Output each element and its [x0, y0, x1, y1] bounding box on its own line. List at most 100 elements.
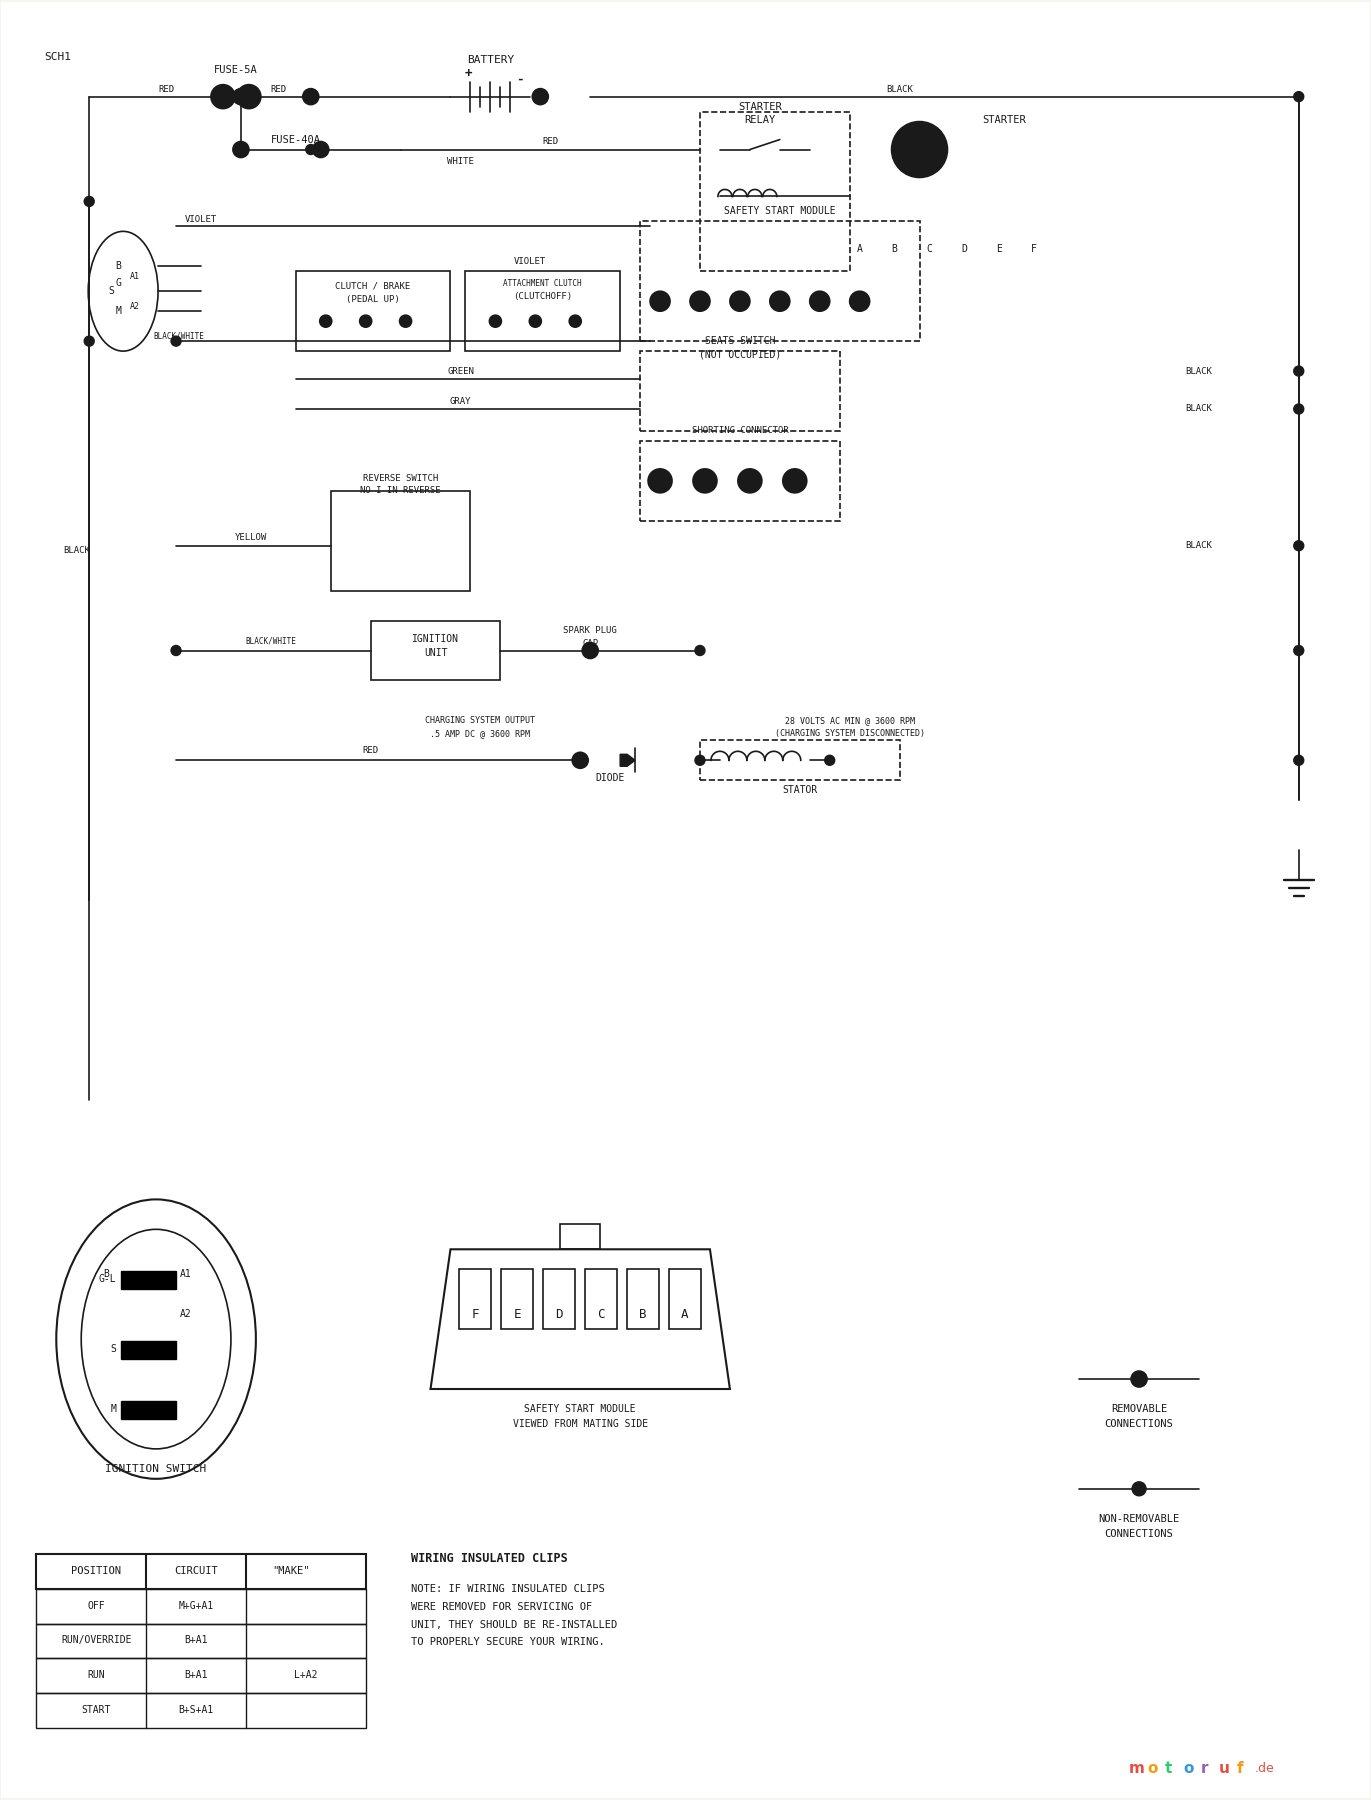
Text: SCH1: SCH1 [44, 52, 71, 61]
Text: GAP: GAP [583, 639, 598, 648]
Bar [36, 1553, 366, 1589]
Circle shape [489, 315, 502, 328]
Text: RED: RED [362, 745, 378, 754]
Text: A: A [681, 1307, 688, 1321]
Text: VIOLET: VIOLET [185, 214, 217, 223]
Text: POSITION: POSITION [71, 1566, 121, 1575]
Text: M+G+A1: M+G+A1 [178, 1600, 214, 1611]
Text: B: B [639, 1307, 647, 1321]
Circle shape [1294, 540, 1304, 551]
Text: REVERSE SWITCH: REVERSE SWITCH [363, 475, 439, 484]
Text: F: F [1031, 245, 1038, 254]
Text: S: S [108, 286, 114, 297]
Text: BLACK/WHITE: BLACK/WHITE [245, 635, 296, 644]
Text: CHARGING SYSTEM OUTPUT: CHARGING SYSTEM OUTPUT [425, 716, 536, 725]
Text: C: C [927, 245, 932, 254]
Bar [502, 1269, 533, 1328]
Text: f: f [1237, 1760, 1243, 1777]
Circle shape [771, 292, 790, 311]
Text: +: + [465, 67, 472, 81]
Circle shape [532, 88, 548, 104]
Bar [36, 1658, 366, 1694]
Circle shape [1131, 1372, 1148, 1388]
Text: A1: A1 [180, 1269, 192, 1280]
Text: IGNITION: IGNITION [413, 634, 459, 644]
Text: RUN/OVERRIDE: RUN/OVERRIDE [60, 1636, 132, 1645]
Bar [36, 1589, 366, 1624]
Text: FUSE-5A: FUSE-5A [214, 65, 258, 74]
Text: IGNITION SWITCH: IGNITION SWITCH [106, 1463, 207, 1474]
Text: GREEN: GREEN [447, 367, 474, 376]
Text: UNIT, THEY SHOULD BE RE-INSTALLED: UNIT, THEY SHOULD BE RE-INSTALLED [410, 1620, 617, 1629]
Circle shape [84, 196, 95, 207]
Text: RELAY: RELAY [744, 115, 776, 124]
Text: E: E [817, 297, 823, 306]
Text: D: D [961, 245, 968, 254]
Bar [627, 1269, 659, 1328]
Text: SEATS SWITCH: SEATS SWITCH [705, 337, 775, 346]
Bar [465, 272, 620, 351]
Text: TO PROPERLY SECURE YOUR WIRING.: TO PROPERLY SECURE YOUR WIRING. [410, 1638, 605, 1647]
Text: "MAKE": "MAKE" [271, 1566, 310, 1575]
Text: -: - [517, 74, 524, 86]
Bar [370, 621, 500, 680]
Circle shape [319, 315, 332, 328]
Text: SHORTING CONNECTOR: SHORTING CONNECTOR [691, 427, 788, 436]
Circle shape [171, 646, 181, 655]
Text: B+A1: B+A1 [184, 1636, 208, 1645]
Text: F: F [857, 297, 862, 306]
Text: (CLUTCHOFF): (CLUTCHOFF) [513, 292, 572, 301]
Text: F: F [472, 1307, 480, 1321]
Circle shape [211, 85, 234, 108]
Text: STATOR: STATOR [781, 785, 817, 796]
Circle shape [569, 315, 581, 328]
Circle shape [690, 292, 710, 311]
Text: WHITE: WHITE [447, 157, 474, 166]
Text: B: B [698, 297, 703, 306]
Text: RED: RED [158, 85, 174, 94]
Bar [640, 221, 920, 342]
Text: WERE REMOVED FOR SERVICING OF: WERE REMOVED FOR SERVICING OF [410, 1602, 592, 1611]
Text: C: C [738, 297, 743, 306]
Circle shape [306, 144, 315, 155]
Bar [701, 740, 899, 779]
Text: C: C [598, 1307, 605, 1321]
Text: RED: RED [270, 85, 287, 94]
Text: B: B [115, 261, 121, 272]
FancyArrow shape [620, 754, 635, 767]
Text: SAFETY START MODULE: SAFETY START MODULE [524, 1404, 636, 1415]
Circle shape [648, 468, 672, 493]
Text: BLACK: BLACK [1186, 542, 1212, 551]
Bar [669, 1269, 701, 1328]
Text: SPARK PLUG: SPARK PLUG [563, 626, 617, 635]
Text: BATTERY: BATTERY [466, 54, 514, 65]
Text: (CHARGING SYSTEM DISCONNECTED): (CHARGING SYSTEM DISCONNECTED) [775, 729, 924, 738]
Circle shape [850, 292, 869, 311]
Bar [121, 1400, 175, 1418]
Text: A: A [657, 297, 662, 306]
Circle shape [583, 643, 598, 659]
Text: BLACK: BLACK [1186, 367, 1212, 376]
Text: M: M [115, 306, 121, 317]
Bar [561, 1224, 600, 1249]
Circle shape [825, 756, 835, 765]
Text: M: M [914, 142, 924, 157]
Text: NOTE: IF WIRING INSULATED CLIPS: NOTE: IF WIRING INSULATED CLIPS [410, 1584, 605, 1593]
Text: r: r [1201, 1760, 1208, 1777]
Text: t: t [1165, 1760, 1172, 1777]
Bar [543, 1269, 576, 1328]
Circle shape [233, 142, 250, 158]
Text: G: G [115, 279, 121, 288]
Text: .de: .de [1254, 1762, 1275, 1775]
Circle shape [1294, 403, 1304, 414]
Circle shape [399, 315, 411, 328]
Text: .5 AMP DC @ 3600 RPM: .5 AMP DC @ 3600 RPM [430, 729, 531, 738]
Circle shape [810, 292, 829, 311]
Circle shape [738, 468, 762, 493]
Bar [640, 441, 839, 520]
Circle shape [1132, 1481, 1146, 1496]
Circle shape [313, 142, 329, 158]
Text: B: B [891, 245, 898, 254]
Text: WIRING INSULATED CLIPS: WIRING INSULATED CLIPS [410, 1552, 568, 1566]
Text: E: E [997, 245, 1002, 254]
